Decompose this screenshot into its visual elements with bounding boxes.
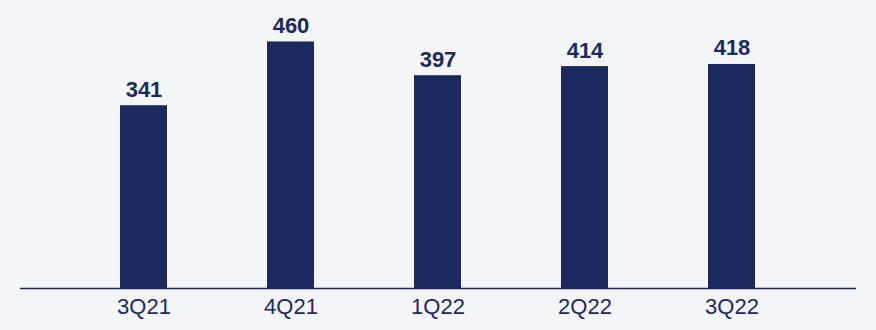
svg-text:2Q22: 2Q22 bbox=[558, 294, 612, 319]
svg-text:418: 418 bbox=[714, 35, 751, 60]
svg-text:341: 341 bbox=[126, 77, 163, 102]
svg-text:460: 460 bbox=[273, 13, 310, 38]
svg-text:3Q21: 3Q21 bbox=[117, 294, 171, 319]
svg-text:414: 414 bbox=[567, 38, 604, 63]
svg-text:3Q22: 3Q22 bbox=[705, 294, 759, 319]
svg-text:397: 397 bbox=[420, 47, 457, 72]
svg-text:1Q22: 1Q22 bbox=[411, 294, 465, 319]
svg-text:4Q21: 4Q21 bbox=[264, 294, 318, 319]
